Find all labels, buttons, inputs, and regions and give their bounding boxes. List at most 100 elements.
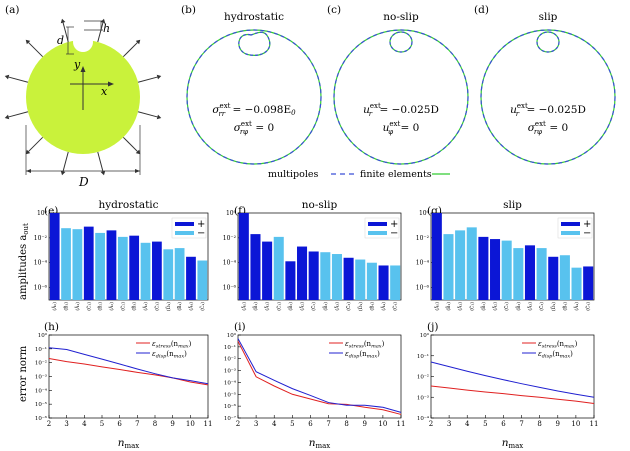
bar-chart-title: no-slip <box>302 199 338 211</box>
error-ytick-label: 10⁻¹ <box>35 346 47 353</box>
cavity-multipole <box>389 31 413 53</box>
traction-arrowhead <box>4 114 10 120</box>
error-xtick-label: 6 <box>501 420 506 428</box>
bar-category-label: (Ã₁) <box>73 302 81 311</box>
bar <box>238 213 249 300</box>
error-xtick-label: 4 <box>272 420 277 428</box>
cavity-multipole <box>536 31 560 53</box>
error-ytick-label: 10⁻⁴ <box>417 415 430 422</box>
error-xtick-label: 6 <box>117 420 122 428</box>
bar-chart-frame <box>237 212 402 301</box>
error-xlabel: nmax <box>118 437 140 450</box>
bar-category-label: (B̃₁) <box>445 302 452 311</box>
outer-boundary-multipole <box>186 29 322 165</box>
traction-arrow <box>137 111 158 118</box>
bar-legend-plus: + <box>390 219 398 230</box>
error-xtick-label: 7 <box>326 420 330 428</box>
error-xlabel: nmax <box>502 437 524 450</box>
traction-arrow <box>62 22 69 43</box>
traction-arrowhead <box>4 74 10 80</box>
D-arrow-left <box>26 169 31 173</box>
error-xlabel: nmax <box>309 437 331 450</box>
panel-label-3: (d) <box>474 4 489 16</box>
bar-category-label: (C̃₄) <box>199 302 206 311</box>
traction-arrowhead <box>156 74 162 80</box>
error-chart-1: 2 3 4 5 6 7 8 9 10 11 10⁰ 10⁻¹ 10⁻² 10⁻³ 10⁻⁴ 10⁻⁵ 10⁻⁶ 1… <box>224 332 406 450</box>
bar-category-label: (B̃₃) <box>131 302 138 311</box>
bar-ytick-label: 10⁻⁴ <box>223 260 237 267</box>
traction-arrowhead <box>60 18 66 24</box>
error-xtick-label: 9 <box>363 420 367 428</box>
bar <box>331 254 342 300</box>
outer-boundary-fe <box>186 29 322 165</box>
panel-label-8: (i) <box>234 321 246 333</box>
panel-label-1: (b) <box>181 4 196 16</box>
legend-fe-label: finite elements <box>360 169 432 180</box>
x-arrow-head <box>108 81 114 87</box>
bar <box>378 265 389 300</box>
legend-multipoles-label: multipoles <box>268 169 318 180</box>
outer-boundary-fe <box>333 29 469 165</box>
bar-category-label: (D̃₄) <box>165 302 172 311</box>
bar-ytick-label: 10⁻⁴ <box>34 260 48 267</box>
disp-error-line <box>237 338 402 413</box>
error-ytick-label: 10⁻⁶ <box>224 403 237 410</box>
bar-category-label: (C̃₃) <box>153 302 160 311</box>
error-legend-stress: εstress(nmax) <box>152 340 192 350</box>
traction-arrow <box>28 42 44 58</box>
bar <box>250 234 261 300</box>
bar-category-label: (Ã₀) <box>50 302 58 311</box>
traction-arrowhead <box>25 39 31 45</box>
error-xtick-label: 8 <box>344 420 348 428</box>
error-legend-stress: εstress(nmax) <box>538 340 578 350</box>
bar <box>524 245 535 300</box>
bar-category-label: (B̃₃) <box>515 302 522 311</box>
shape-panel-2: slip uext r = −0.025D σext rφ = 0 <box>480 11 616 165</box>
stress-error-line <box>237 340 402 415</box>
bar <box>186 256 196 300</box>
bar <box>343 257 354 300</box>
bar-category-label: (C̃₃) <box>345 302 352 311</box>
error-xtick-label: 9 <box>170 420 174 428</box>
boundary-condition-1: uext r = −0.025D <box>510 102 586 118</box>
error-xtick-label: 11 <box>590 420 599 428</box>
error-xtick-label: 5 <box>290 420 294 428</box>
bar <box>501 240 512 300</box>
error-ytick-label: 10⁻⁶ <box>35 415 48 422</box>
shape-title: slip <box>539 11 558 23</box>
bar-category-label: (Ã₁) <box>263 302 271 311</box>
error-xtick-label: 6 <box>308 420 313 428</box>
outer-boundary-fe <box>480 29 616 165</box>
error-xtick-label: 5 <box>100 420 104 428</box>
error-ytick-label: 10⁻³ <box>35 374 47 381</box>
bar-category-label: (B̃₄) <box>176 302 183 311</box>
bar-chart-title: slip <box>503 199 522 211</box>
y-arrow-head <box>80 66 86 72</box>
traction-arrow <box>28 136 44 152</box>
panel-label-7: (h) <box>44 321 59 333</box>
bar-category-label: (D̃₄) <box>550 302 557 311</box>
shape-legend: multipoles finite elements <box>268 169 450 180</box>
traction-arrowhead <box>135 39 141 45</box>
bar-category-label: (Ã₁) <box>456 302 464 311</box>
bar-legend-minus: − <box>583 228 591 239</box>
D-label: D <box>78 175 89 189</box>
traction-arrow <box>97 151 104 172</box>
panel-label-2: (c) <box>327 4 341 16</box>
traction-arrowhead <box>60 170 66 176</box>
boundary-condition-1: uext r = −0.025D <box>363 102 439 118</box>
bar-ytick-label: 10⁰ <box>226 210 237 217</box>
bar <box>49 213 60 300</box>
error-ytick-label: 10⁻² <box>35 360 47 367</box>
traction-arrow <box>97 22 104 43</box>
error-ylabel: error norm <box>18 345 29 402</box>
bar-category-label: (Ã₀) <box>432 302 440 311</box>
traction-arrow <box>8 76 29 83</box>
bar-category-label: (Ã₀) <box>239 302 247 311</box>
bar <box>163 249 174 300</box>
error-ytick-label: 10⁻³ <box>224 368 236 375</box>
bar-category-label: (Ã₄) <box>379 302 387 311</box>
error-legend-disp: εdisp(nmax) <box>538 350 573 360</box>
bar <box>174 248 185 300</box>
error-xtick-label: 3 <box>447 420 451 428</box>
